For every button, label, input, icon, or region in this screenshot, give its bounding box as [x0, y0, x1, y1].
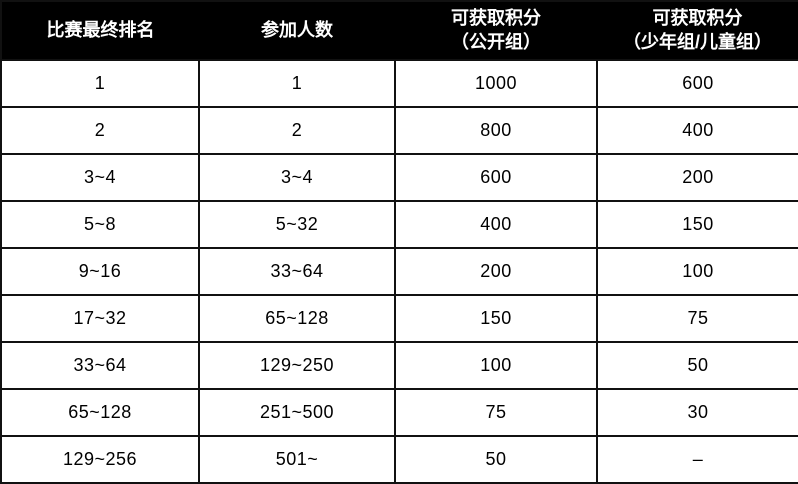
cell-points-junior: 600 — [596, 58, 798, 108]
cell-rank: 3~4 — [0, 152, 200, 202]
cell-points-open: 600 — [394, 152, 598, 202]
cell-rank: 1 — [0, 58, 200, 108]
header-points-open-label: 可获取积分 — [451, 8, 541, 28]
header-points-junior-sublabel: （少年组/儿童组） — [622, 32, 772, 53]
table-body: 1 1 1000 600 2 2 800 400 3~4 3~4 600 200… — [0, 58, 798, 484]
header-points-junior-group: 可获取积分 （少年组/儿童组） — [597, 1, 798, 60]
cell-points-junior: 100 — [596, 246, 798, 296]
table-row: 65~128 251~500 75 30 — [0, 387, 798, 437]
cell-points-open: 100 — [394, 340, 598, 390]
table-row: 1 1 1000 600 — [0, 58, 798, 108]
cell-participants: 3~4 — [198, 152, 396, 202]
table-row: 3~4 3~4 600 200 — [0, 152, 798, 202]
table-row: 2 2 800 400 — [0, 105, 798, 155]
cell-points-junior: – — [596, 434, 798, 484]
header-final-ranking-label: 比赛最终排名 — [46, 20, 155, 41]
cell-points-junior: 50 — [596, 340, 798, 390]
cell-points-open: 150 — [394, 293, 598, 343]
cell-participants: 33~64 — [198, 246, 396, 296]
cell-participants: 2 — [198, 105, 396, 155]
cell-points-junior: 150 — [596, 199, 798, 249]
cell-participants: 5~32 — [198, 199, 396, 249]
cell-rank: 5~8 — [0, 199, 200, 249]
table-row: 17~32 65~128 150 75 — [0, 293, 798, 343]
cell-rank: 33~64 — [0, 340, 200, 390]
cell-rank: 17~32 — [0, 293, 200, 343]
table-row: 129~256 501~ 50 – — [0, 434, 798, 484]
header-points-junior-label: 可获取积分 — [652, 8, 743, 28]
cell-participants: 251~500 — [198, 387, 396, 437]
table-row: 33~64 129~250 100 50 — [0, 340, 798, 390]
cell-points-open: 400 — [394, 199, 598, 249]
cell-participants: 65~128 — [198, 293, 396, 343]
cell-participants: 129~250 — [198, 340, 396, 390]
cell-points-junior: 400 — [596, 105, 798, 155]
cell-points-open: 800 — [394, 105, 598, 155]
cell-points-open: 1000 — [394, 58, 598, 108]
cell-rank: 9~16 — [0, 246, 200, 296]
header-participants-label: 参加人数 — [261, 20, 333, 41]
cell-participants: 1 — [198, 58, 396, 108]
cell-points-open: 50 — [394, 434, 598, 484]
cell-rank: 129~256 — [0, 434, 200, 484]
cell-participants: 501~ — [198, 434, 396, 484]
table-row: 9~16 33~64 200 100 — [0, 246, 798, 296]
cell-points-junior: 30 — [596, 387, 798, 437]
header-points-open-sublabel: （公开组） — [451, 32, 541, 53]
header-final-ranking: 比赛最终排名 — [1, 1, 199, 60]
cell-points-junior: 200 — [596, 152, 798, 202]
cell-points-open: 75 — [394, 387, 598, 437]
header-points-open-group: 可获取积分 （公开组） — [395, 1, 597, 60]
cell-rank: 2 — [0, 105, 200, 155]
cell-points-open: 200 — [394, 246, 598, 296]
cell-points-junior: 75 — [596, 293, 798, 343]
table-row: 5~8 5~32 400 150 — [0, 199, 798, 249]
cell-rank: 65~128 — [0, 387, 200, 437]
header-participants: 参加人数 — [199, 1, 395, 60]
table-header-row: 比赛最终排名 参加人数 可获取积分 （公开组） 可获取积分 （少年组/儿童组） — [1, 1, 798, 60]
